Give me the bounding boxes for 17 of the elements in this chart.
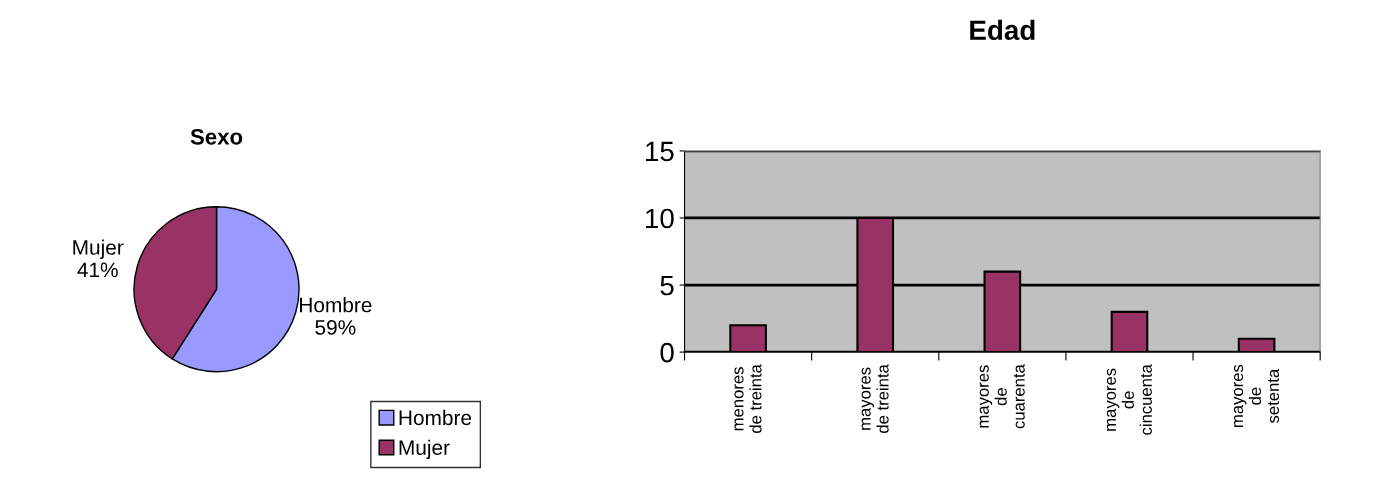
chart-title: Sexo	[190, 128, 243, 145]
slice-label: Mujer	[73, 239, 124, 259]
y-tick-label: 0	[660, 342, 674, 363]
x-tick-label: mayores de treinta	[861, 364, 889, 433]
x-tick-label: menores de treinta	[734, 364, 762, 433]
x-tick-label: mayores de cincuenta	[1106, 364, 1152, 435]
y-tick-label: 10	[646, 208, 674, 229]
y-tick-label: 5	[660, 275, 674, 296]
x-tick-label: mayores de cuarenta	[979, 364, 1025, 429]
y-tick-label: 15	[646, 141, 674, 162]
data-label: 41%	[77, 262, 118, 278]
x-tick-label: mayores de setenta	[1233, 364, 1280, 427]
chart-title: Edad	[970, 19, 1035, 41]
slice-label: Hombre	[300, 297, 372, 313]
legend-label: Mujer	[399, 439, 450, 460]
data-label: 59%	[315, 320, 356, 335]
legend-label: Hombre	[399, 409, 472, 426]
